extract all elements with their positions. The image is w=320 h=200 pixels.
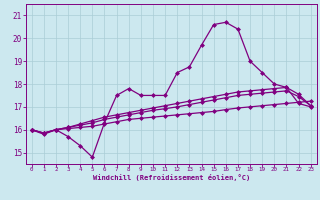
X-axis label: Windchill (Refroidissement éolien,°C): Windchill (Refroidissement éolien,°C) (92, 174, 250, 181)
